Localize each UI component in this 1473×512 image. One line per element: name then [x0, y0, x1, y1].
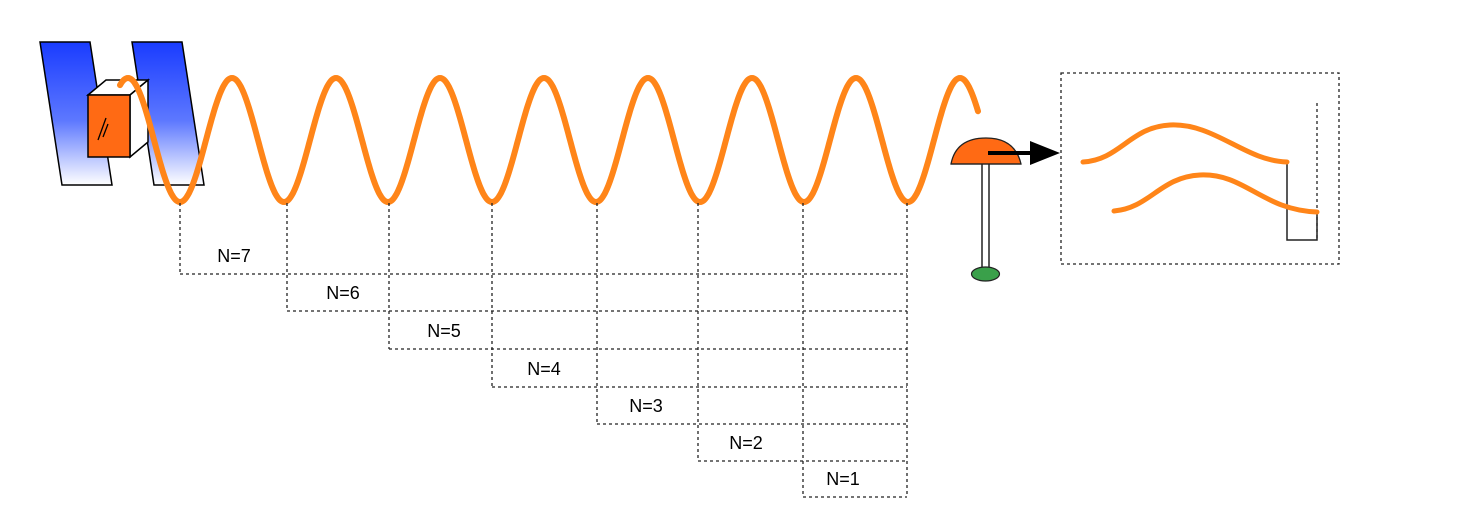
mode-label: N=7 [217, 246, 251, 266]
wave-curve [117, 74, 981, 206]
output-curve-upper [1080, 122, 1290, 165]
mode-label: N=4 [527, 359, 561, 379]
mode-label: N=1 [826, 469, 860, 489]
dome-detector-icon [950, 137, 1022, 282]
mode-label: N=6 [326, 283, 360, 303]
detector-base [970, 266, 1001, 282]
mode-label: N=5 [427, 321, 461, 341]
orange-cube-icon [85, 78, 151, 159]
output-curve-lower [1111, 172, 1320, 215]
right-arrow-icon [988, 141, 1060, 165]
mode-label: N=2 [729, 433, 763, 453]
detector-dome [950, 137, 1022, 165]
mode-label: N=3 [629, 396, 663, 416]
output-box [1060, 72, 1340, 265]
mode-steps: N=7 N=6 N=5 N=4 N=3 N=2 N=1 [179, 203, 908, 498]
